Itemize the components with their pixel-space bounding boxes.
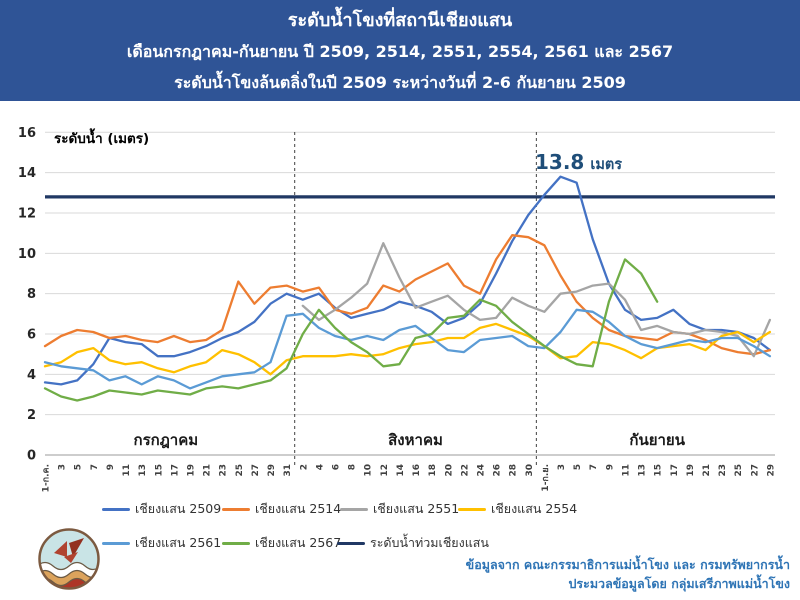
y-axis-tick-label: 4	[27, 368, 36, 383]
x-axis-tick-label: 2	[299, 464, 309, 470]
legend-line-swatch	[222, 507, 250, 511]
x-axis-tick-label: 30	[525, 464, 535, 477]
x-axis-tick-label: 26	[493, 464, 503, 477]
x-axis-tick-label: 23	[219, 464, 229, 477]
x-axis-tick-label: 29	[766, 464, 776, 477]
month-label: กันยายน	[629, 431, 685, 449]
mekong-freedom-group-logo	[36, 526, 102, 592]
x-axis-tick-label: 7	[589, 464, 599, 470]
legend-item: เชียงแสน 2567	[222, 535, 341, 551]
x-axis-tick-label: 22	[460, 464, 470, 477]
source-line-2: ประมวลข้อมูลโดย กลุ่มเสรีภาพแม่น้ำโขง	[568, 575, 790, 591]
x-axis-tick-label: 23	[718, 464, 728, 477]
x-axis-tick-label: 27	[251, 464, 261, 477]
x-axis-tick-label: 1-ก.ย.	[541, 464, 551, 492]
x-axis-tick-label: 18	[428, 464, 438, 477]
x-axis-tick-label: 27	[750, 464, 760, 477]
source-line-1: ข้อมูลจาก คณะกรรมาธิการแม่น้ำโขง และ กรม…	[465, 557, 790, 572]
y-axis-tick-label: 14	[18, 166, 36, 181]
x-axis-tick-label: 8	[348, 464, 358, 470]
title-line-2: เดือนกรกฎาคม-กันยายน ปี 2509, 2514, 2551…	[126, 42, 674, 61]
legend-line-swatch	[340, 507, 368, 511]
y-axis-tick-label: 8	[27, 287, 36, 302]
legend-item: เชียงแสน 2514	[222, 501, 341, 517]
x-axis-tick-label: 6	[332, 464, 342, 470]
legend-line-swatch	[102, 507, 130, 511]
x-axis-tick-label: 3	[58, 464, 68, 470]
x-axis-tick-label: 5	[74, 464, 84, 470]
x-axis-tick-label: 21	[702, 464, 712, 477]
series-line-4	[43, 322, 772, 376]
x-axis-tick-label: 19	[686, 464, 696, 477]
x-axis-tick-label: 28	[509, 464, 519, 477]
y-axis-tick-label: 2	[27, 408, 36, 423]
month-label: กรกฎาคม	[134, 431, 199, 449]
y-axis-tick-label: 0	[27, 449, 36, 464]
legend-item: ระดับน้ำท่วมเชียงแสน	[337, 535, 489, 551]
series-line-6	[43, 258, 659, 402]
legend-line-swatch	[458, 507, 486, 511]
legend-item: เชียงแสน 2554	[458, 501, 577, 517]
x-axis-tick-label: 12	[380, 464, 390, 477]
legend-label: เชียงแสน 2551	[373, 501, 460, 516]
x-axis-tick-label: 10	[364, 464, 374, 477]
x-axis-tick-label: 19	[187, 464, 197, 477]
y-axis-tick-label: 6	[27, 327, 36, 342]
series-line-5	[43, 308, 772, 390]
legend-line-swatch	[222, 541, 250, 545]
title-line-3: ระดับน้ำโขงล้นตลิ่งในปี 2509 ระหว่างวันท…	[174, 73, 626, 92]
month-label: สิงหาคม	[388, 431, 443, 449]
series-line-1	[43, 175, 772, 386]
legend-label: เชียงแสน 2514	[255, 501, 342, 516]
x-axis-tick-label: 13	[638, 464, 648, 477]
x-axis-tick-label: 13	[138, 464, 148, 477]
legend-line-swatch	[102, 541, 130, 545]
x-axis-tick-label: 3	[557, 464, 567, 470]
peak-annotation: 13.8 เมตร	[535, 150, 622, 174]
legend-item: เชียงแสน 2551	[340, 501, 459, 517]
x-axis-tick-label: 11	[622, 464, 632, 477]
y-axis-tick-label: 16	[18, 126, 36, 141]
legend-label: เชียงแสน 2509	[135, 501, 222, 516]
x-axis-tick-label: 16	[412, 464, 422, 477]
chart-legend: เชียงแสน 2509 เชียงแสน 2514 เชียงแสน 2551 เ…	[0, 499, 800, 561]
x-axis-tick-label: 25	[235, 464, 245, 477]
x-axis-tick-label: 5	[573, 464, 583, 470]
legend-item: เชียงแสน 2509	[102, 501, 221, 517]
legend-label: ระดับน้ำท่วมเชียงแสน	[370, 535, 489, 550]
title-line-1: ระดับน้ำโขงที่สถานีเชียงแสน	[287, 10, 513, 31]
x-axis-tick-label: 29	[267, 464, 277, 477]
x-axis-tick-label: 17	[170, 464, 180, 477]
title-bar: ระดับน้ำโขงที่สถานีเชียงแสน เดือนกรกฎาคม…	[0, 0, 800, 101]
y-axis-title: ระดับน้ำ (เมตร)	[54, 128, 149, 147]
y-axis-tick-label: 12	[18, 206, 36, 221]
x-axis-tick-label: 14	[396, 464, 406, 477]
x-axis-tick-label: 24	[477, 464, 487, 477]
x-axis-tick-label: 11	[122, 464, 132, 477]
legend-label: เชียงแสน 2567	[255, 535, 342, 550]
data-source-note: ข้อมูลจาก คณะกรรมาธิการแม่น้ำโขง และ กรม…	[190, 556, 790, 594]
x-axis-tick-label: 9	[106, 464, 116, 470]
series-line-2	[43, 234, 772, 356]
series-line-3	[301, 242, 772, 358]
river-butterfly-logo-icon	[38, 528, 100, 590]
x-axis-tick-label: 15	[154, 464, 164, 477]
x-axis-tick-label: 4	[315, 464, 325, 470]
x-axis-tick-label: 15	[654, 464, 664, 477]
legend-item: เชียงแสน 2561	[102, 535, 221, 551]
x-axis-tick-label: 31	[283, 464, 293, 477]
x-axis-tick-label: 25	[734, 464, 744, 477]
legend-label: เชียงแสน 2554	[491, 501, 578, 516]
x-axis-tick-label: 9	[605, 464, 615, 470]
x-axis-tick-label: 7	[90, 464, 100, 470]
x-axis-tick-label: 20	[444, 464, 454, 477]
x-axis-tick-label: 1-ก.ค.	[42, 464, 52, 492]
legend-label: เชียงแสน 2561	[135, 535, 222, 550]
legend-line-swatch	[337, 541, 365, 545]
x-axis-tick-label: 21	[203, 464, 213, 477]
x-axis-tick-label: 17	[670, 464, 680, 477]
y-axis-tick-label: 10	[18, 247, 36, 262]
